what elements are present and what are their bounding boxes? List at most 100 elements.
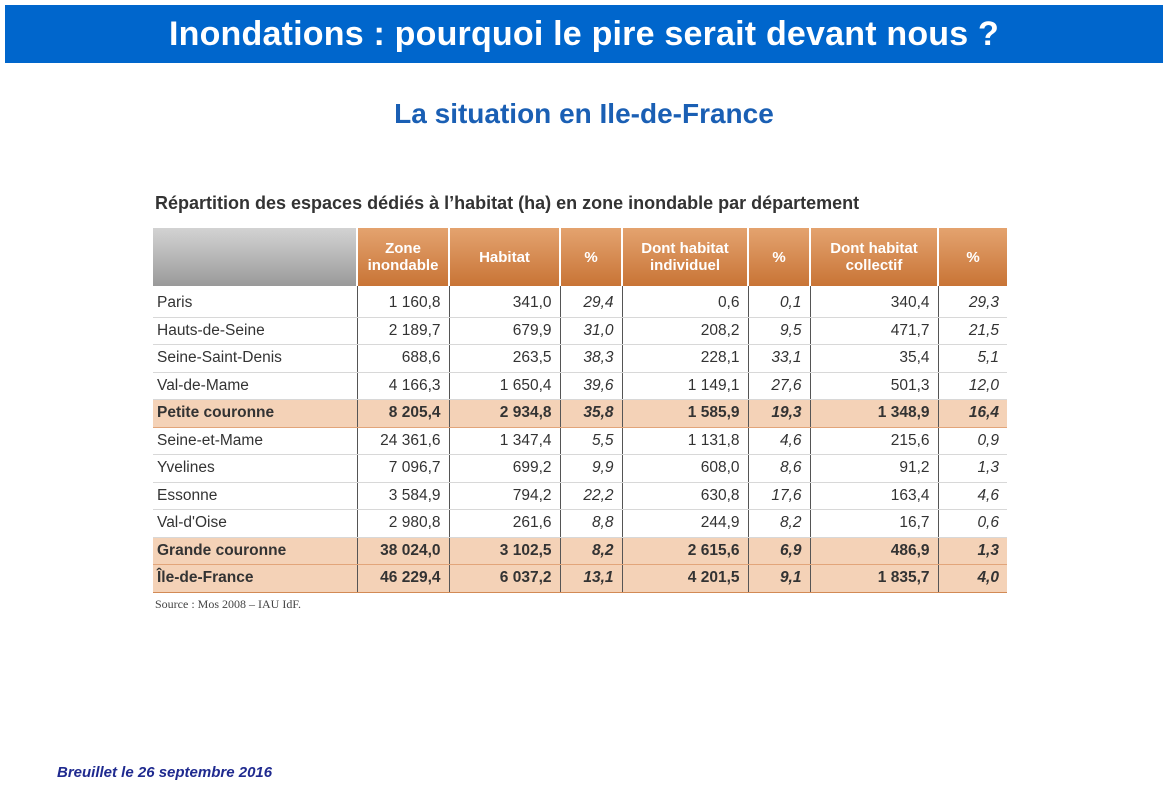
individuel-value: 244,9 — [622, 509, 749, 538]
individuel-value: 1 131,8 — [622, 427, 749, 455]
collectif-value: 340,4 — [810, 286, 939, 318]
habitat-percent: 8,8 — [560, 509, 623, 538]
table-row: Petite couronne 8 205,4 2 934,8 35,8 1 585,9… — [153, 399, 1007, 428]
individuel-percent: 4,6 — [748, 427, 811, 455]
department-name: Essonne — [153, 482, 358, 510]
zone-inondable-value: 4 166,3 — [357, 372, 450, 400]
habitat-value: 794,2 — [449, 482, 561, 510]
housing-flood-table: Zone inondable Habitat % Dont habitat in… — [153, 228, 1007, 593]
collectif-percent: 0,6 — [938, 509, 1007, 538]
zone-inondable-value: 2 189,7 — [357, 317, 450, 345]
zone-inondable-value: 7 096,7 — [357, 454, 450, 483]
header-zone-inondable: Zone inondable — [357, 228, 450, 286]
habitat-percent: 38,3 — [560, 344, 623, 373]
individuel-value: 608,0 — [622, 454, 749, 483]
habitat-value: 679,9 — [449, 317, 561, 345]
habitat-value: 3 102,5 — [449, 536, 561, 565]
slide-subtitle: La situation en Ile-de-France — [394, 98, 774, 129]
department-name: Hauts-de-Seine — [153, 317, 358, 345]
collectif-percent: 29,3 — [938, 286, 1007, 318]
collectif-percent: 16,4 — [938, 399, 1007, 428]
table-row: Val-d'Oise 2 980,8 261,6 8,8 244,9 8,2 16,7 0,6 — [153, 509, 1007, 538]
individuel-value: 630,8 — [622, 482, 749, 510]
zone-inondable-value: 46 229,4 — [357, 564, 450, 593]
individuel-percent: 9,1 — [748, 564, 811, 593]
habitat-value: 261,6 — [449, 509, 561, 538]
habitat-value: 2 934,8 — [449, 399, 561, 428]
header-percent-habitat: % — [560, 228, 623, 286]
individuel-percent: 8,2 — [748, 509, 811, 538]
habitat-percent: 39,6 — [560, 372, 623, 400]
header-blank — [153, 228, 358, 286]
habitat-value: 6 037,2 — [449, 564, 561, 593]
habitat-percent: 9,9 — [560, 454, 623, 483]
zone-inondable-value: 24 361,6 — [357, 427, 450, 455]
department-name: Val-d'Oise — [153, 509, 358, 538]
header-habitat: Habitat — [449, 228, 561, 286]
individuel-percent: 27,6 — [748, 372, 811, 400]
habitat-percent: 31,0 — [560, 317, 623, 345]
collectif-value: 16,7 — [810, 509, 939, 538]
slide-title: Inondations : pourquoi le pire serait de… — [5, 5, 1163, 63]
individuel-value: 208,2 — [622, 317, 749, 345]
department-name: Paris — [153, 286, 358, 318]
individuel-percent: 0,1 — [748, 286, 811, 318]
table-row: Paris 1 160,8 341,0 29,4 0,6 0,1 340,4 29,3 — [153, 286, 1007, 318]
collectif-percent: 5,1 — [938, 344, 1007, 373]
individuel-percent: 19,3 — [748, 399, 811, 428]
header-percent-collectif: % — [938, 228, 1007, 286]
table-row: Essonne 3 584,9 794,2 22,2 630,8 17,6 163,4 4,6 — [153, 482, 1007, 510]
habitat-value: 263,5 — [449, 344, 561, 373]
collectif-percent: 12,0 — [938, 372, 1007, 400]
zone-inondable-value: 38 024,0 — [357, 536, 450, 565]
collectif-percent: 4,0 — [938, 564, 1007, 593]
zone-inondable-value: 2 980,8 — [357, 509, 450, 538]
collectif-percent: 0,9 — [938, 427, 1007, 455]
collectif-value: 486,9 — [810, 536, 939, 565]
individuel-percent: 6,9 — [748, 536, 811, 565]
table-row: Val-de-Mame 4 166,3 1 650,4 39,6 1 149,1 27,6… — [153, 372, 1007, 400]
collectif-value: 91,2 — [810, 454, 939, 483]
collectif-percent: 1,3 — [938, 536, 1007, 565]
individuel-percent: 8,6 — [748, 454, 811, 483]
habitat-value: 341,0 — [449, 286, 561, 318]
table-row: Yvelines 7 096,7 699,2 9,9 608,0 8,6 91,2 1,3 — [153, 454, 1007, 483]
table-row: Hauts-de-Seine 2 189,7 679,9 31,0 208,2 9,5 47… — [153, 317, 1007, 345]
department-name: Val-de-Mame — [153, 372, 358, 400]
table-header-row: Zone inondable Habitat % Dont habitat in… — [153, 228, 1007, 286]
individuel-percent: 17,6 — [748, 482, 811, 510]
collectif-percent: 4,6 — [938, 482, 1007, 510]
habitat-percent: 8,2 — [560, 536, 623, 565]
table-caption: Répartition des espaces dédiés à l’habit… — [155, 193, 860, 213]
habitat-value: 1 650,4 — [449, 372, 561, 400]
department-name: Yvelines — [153, 454, 358, 483]
table-row: Île-de-France 46 229,4 6 037,2 13,1 4 201,5 9… — [153, 564, 1007, 593]
individuel-value: 0,6 — [622, 286, 749, 318]
collectif-value: 1 348,9 — [810, 399, 939, 428]
habitat-percent: 29,4 — [560, 286, 623, 318]
collectif-value: 163,4 — [810, 482, 939, 510]
header-habitat-individuel: Dont habitat individuel — [622, 228, 749, 286]
collectif-value: 35,4 — [810, 344, 939, 373]
individuel-value: 228,1 — [622, 344, 749, 373]
zone-inondable-value: 3 584,9 — [357, 482, 450, 510]
collectif-value: 471,7 — [810, 317, 939, 345]
zone-inondable-value: 8 205,4 — [357, 399, 450, 428]
collectif-value: 215,6 — [810, 427, 939, 455]
department-name: Seine-Saint-Denis — [153, 344, 358, 373]
header-habitat-collectif: Dont habitat collectif — [810, 228, 939, 286]
individuel-percent: 9,5 — [748, 317, 811, 345]
collectif-percent: 21,5 — [938, 317, 1007, 345]
habitat-percent: 5,5 — [560, 427, 623, 455]
habitat-value: 1 347,4 — [449, 427, 561, 455]
table-row: Seine-et-Mame 24 361,6 1 347,4 5,5 1 131,8 4,… — [153, 427, 1007, 455]
department-name: Petite couronne — [153, 399, 358, 428]
table-row: Grande couronne 38 024,0 3 102,5 8,2 2 615,6… — [153, 536, 1007, 565]
table-source: Source : Mos 2008 – IAU IdF. — [155, 597, 302, 611]
collectif-value: 501,3 — [810, 372, 939, 400]
slide-footer: Breuillet le 26 septembre 2016 — [57, 764, 273, 781]
zone-inondable-value: 688,6 — [357, 344, 450, 373]
department-name: Grande couronne — [153, 536, 358, 565]
habitat-percent: 22,2 — [560, 482, 623, 510]
